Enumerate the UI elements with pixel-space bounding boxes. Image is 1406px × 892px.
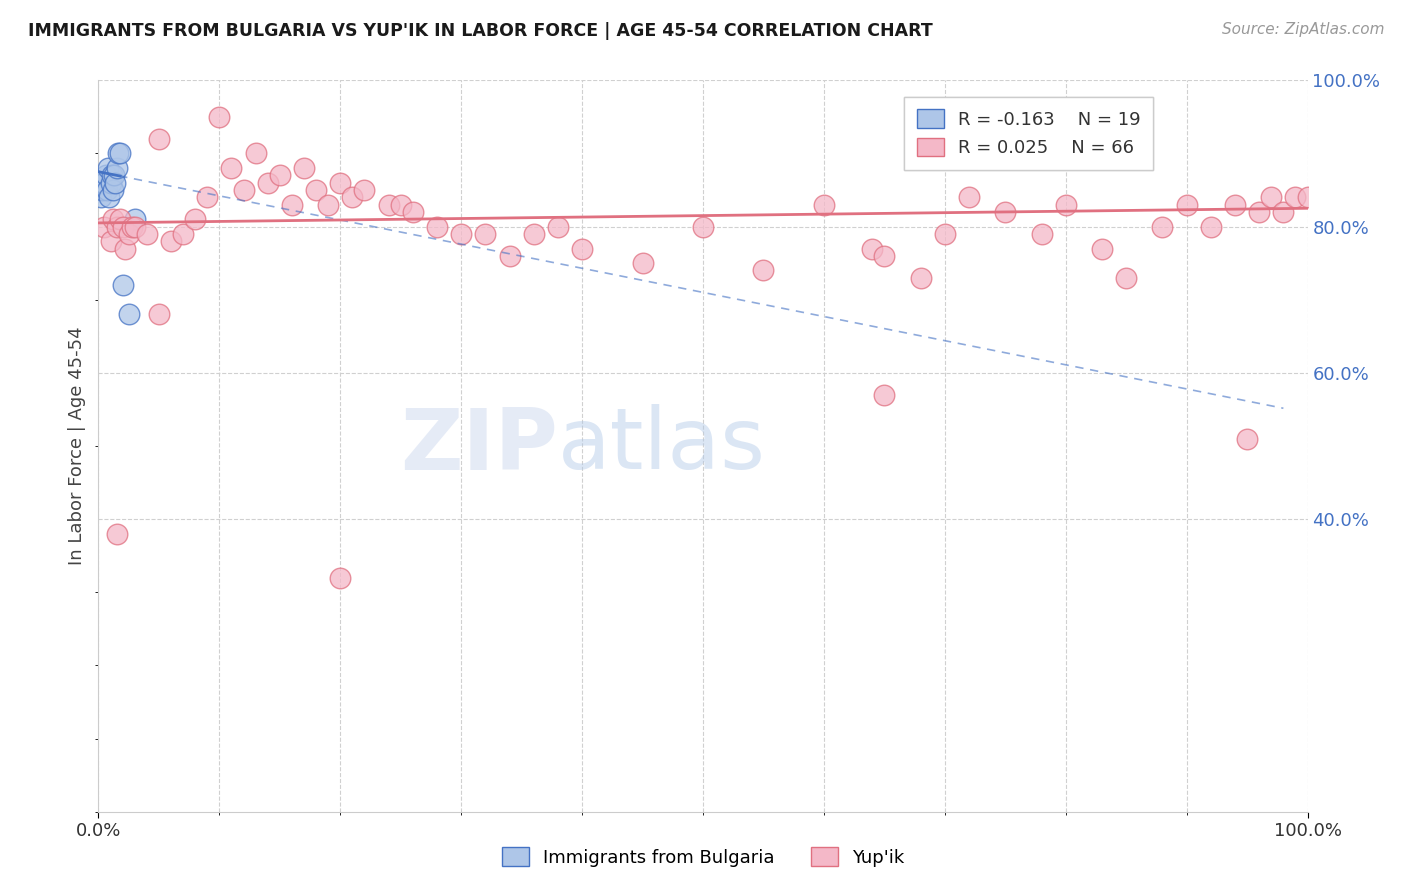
Point: [389, 197, 412, 211]
Point: [571, 242, 593, 256]
Point: [105, 161, 128, 175]
Point: [100, 176, 122, 190]
Point: [232, 183, 254, 197]
Point: [208, 110, 231, 124]
Point: [94, 169, 117, 183]
Point: [195, 190, 218, 204]
Point: [934, 227, 956, 241]
Point: [910, 270, 932, 285]
Text: atlas: atlas: [558, 404, 766, 488]
Point: [813, 197, 835, 211]
Point: [93, 176, 115, 190]
Point: [426, 219, 449, 234]
Legend: R = -0.163    N = 19, R = 0.025    N = 66: R = -0.163 N = 19, R = 0.025 N = 66: [904, 96, 1153, 169]
Point: [377, 197, 399, 211]
Point: [292, 161, 315, 175]
Point: [860, 242, 883, 256]
Point: [957, 190, 980, 204]
Point: [96, 183, 118, 197]
Point: [692, 219, 714, 234]
Point: [101, 212, 124, 227]
Point: [305, 183, 328, 197]
Legend: Immigrants from Bulgaria, Yup'ik: Immigrants from Bulgaria, Yup'ik: [495, 840, 911, 874]
Point: [221, 161, 243, 175]
Point: [118, 307, 141, 321]
Point: [98, 190, 121, 204]
Point: [101, 183, 124, 197]
Point: [108, 146, 131, 161]
Point: [342, 190, 364, 204]
Point: [994, 205, 1017, 219]
Point: [90, 190, 112, 204]
Point: [100, 169, 122, 183]
Point: [353, 183, 375, 197]
Point: [1249, 205, 1271, 219]
Text: ZIP: ZIP: [401, 404, 558, 488]
Point: [108, 212, 131, 227]
Point: [1236, 432, 1258, 446]
Point: [172, 227, 194, 241]
Point: [114, 242, 136, 256]
Point: [148, 132, 170, 146]
Point: [91, 183, 114, 197]
Point: [631, 256, 654, 270]
Point: [100, 234, 122, 248]
Point: [111, 219, 134, 234]
Point: [135, 227, 157, 241]
Point: [1284, 190, 1306, 204]
Point: [1223, 197, 1246, 211]
Point: [1199, 219, 1222, 234]
Point: [256, 176, 278, 190]
Point: [118, 227, 141, 241]
Point: [1260, 190, 1282, 204]
Point: [1031, 227, 1053, 241]
Point: [498, 249, 520, 263]
Point: [121, 219, 143, 234]
Point: [873, 249, 896, 263]
Text: IMMIGRANTS FROM BULGARIA VS YUP'IK IN LABOR FORCE | AGE 45-54 CORRELATION CHART: IMMIGRANTS FROM BULGARIA VS YUP'IK IN LA…: [28, 22, 932, 40]
Point: [523, 227, 546, 241]
Point: [105, 526, 128, 541]
Point: [402, 205, 425, 219]
Point: [1115, 270, 1137, 285]
Point: [269, 169, 291, 183]
Point: [281, 197, 304, 211]
Point: [329, 571, 352, 585]
Point: [329, 176, 352, 190]
Point: [104, 176, 127, 190]
Point: [91, 176, 114, 190]
Y-axis label: In Labor Force | Age 45-54: In Labor Force | Age 45-54: [67, 326, 86, 566]
Point: [107, 146, 129, 161]
Point: [752, 263, 775, 277]
Point: [1091, 242, 1114, 256]
Point: [547, 219, 569, 234]
Point: [1152, 219, 1174, 234]
Point: [105, 219, 128, 234]
Point: [93, 219, 115, 234]
Point: [450, 227, 472, 241]
Point: [474, 227, 496, 241]
Point: [184, 212, 207, 227]
Point: [148, 307, 170, 321]
Point: [1175, 197, 1198, 211]
Text: Source: ZipAtlas.com: Source: ZipAtlas.com: [1222, 22, 1385, 37]
Point: [124, 219, 146, 234]
Point: [103, 169, 125, 183]
Point: [97, 161, 120, 175]
Point: [1272, 205, 1295, 219]
Point: [124, 212, 146, 227]
Point: [111, 278, 134, 293]
Point: [160, 234, 183, 248]
Point: [1296, 190, 1319, 204]
Point: [316, 197, 339, 211]
Point: [873, 388, 896, 402]
Point: [245, 146, 267, 161]
Point: [1054, 197, 1077, 211]
